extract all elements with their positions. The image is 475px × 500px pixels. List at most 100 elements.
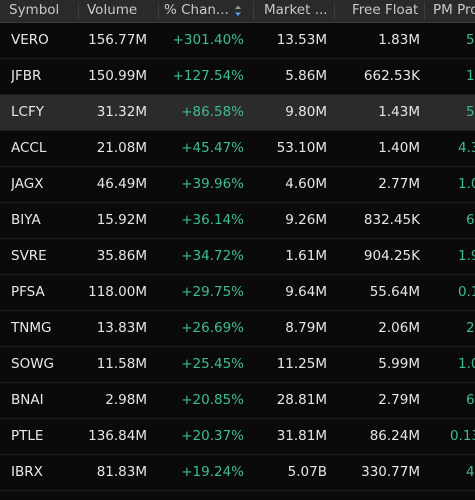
- cell-market-cap: 31.81M: [276, 428, 327, 444]
- cell-symbol: TNMG: [11, 320, 52, 336]
- cell-free-float: 1.83M: [378, 32, 420, 48]
- cell-premarket: 1.2: [428, 59, 475, 94]
- cell-market-cap: 9.64M: [285, 284, 327, 300]
- cell-volume: 2.98M: [105, 392, 147, 408]
- cell-market-cap: 11.25M: [276, 356, 327, 372]
- cell-volume: 13.83M: [96, 320, 147, 336]
- cell-premarket-value: 4.7: [466, 464, 475, 480]
- sort-descending-icon[interactable]: [234, 3, 242, 19]
- cell-percent-change: +36.14%: [181, 212, 244, 228]
- cell-percent-change: +20.85%: [181, 392, 244, 408]
- cell-premarket: 2.9: [428, 311, 475, 346]
- cell-premarket: 5.5: [428, 95, 475, 130]
- cell-market-cap: 13.53M: [276, 32, 327, 48]
- column-divider[interactable]: [253, 2, 254, 20]
- cell-premarket-value: 6.3: [466, 392, 475, 408]
- column-divider[interactable]: [78, 2, 79, 20]
- table-row[interactable]: BNAI 2.98M +20.85% 28.81M 2.79M 6.3: [0, 383, 475, 419]
- column-header-volume[interactable]: Volume: [87, 2, 138, 18]
- cell-free-float: 1.40M: [378, 140, 420, 156]
- cell-volume: 156.77M: [88, 32, 147, 48]
- column-divider[interactable]: [424, 2, 425, 20]
- cell-free-float: 662.53K: [363, 68, 420, 84]
- cell-percent-change: +29.75%: [181, 284, 244, 300]
- cell-premarket-value: 1.05: [458, 356, 475, 372]
- table-row[interactable]: TNMG 13.83M +26.69% 8.79M 2.06M 2.9: [0, 311, 475, 347]
- column-header-market-cap[interactable]: Market ...: [264, 2, 328, 18]
- cell-market-cap: 4.60M: [285, 176, 327, 192]
- table-row[interactable]: PTLE 136.84M +20.37% 31.81M 86.24M 0.130: [0, 419, 475, 455]
- table-row[interactable]: JAGX 46.49M +39.96% 4.60M 2.77M 1.07: [0, 167, 475, 203]
- table-row[interactable]: JFBR 150.99M +127.54% 5.86M 662.53K 1.2: [0, 59, 475, 95]
- column-header-premarket[interactable]: PM Pro: [433, 2, 475, 18]
- cell-symbol: PFSA: [11, 284, 45, 300]
- cell-symbol: ACCL: [11, 140, 47, 156]
- cell-symbol: JFBR: [11, 68, 42, 84]
- cell-symbol: JAGX: [11, 176, 44, 192]
- cell-premarket-value: 4.35: [458, 140, 475, 156]
- cell-volume: 15.92M: [96, 212, 147, 228]
- cell-percent-change: +20.37%: [181, 428, 244, 444]
- cell-volume: 150.99M: [88, 68, 147, 84]
- cell-symbol: SOWG: [11, 356, 55, 372]
- cell-percent-change: +25.45%: [181, 356, 244, 372]
- cell-symbol: BIYA: [11, 212, 41, 228]
- table-row[interactable]: SVRE 35.86M +34.72% 1.61M 904.25K 1.96: [0, 239, 475, 275]
- column-header-percent-change[interactable]: % Chan...: [164, 2, 229, 18]
- table-row[interactable]: LCFY 31.32M +86.58% 9.80M 1.43M 5.5: [0, 95, 475, 131]
- cell-free-float: 86.24M: [369, 428, 420, 444]
- cell-premarket: 6.1: [428, 203, 475, 238]
- cell-free-float: 2.79M: [378, 392, 420, 408]
- cell-premarket-value: 0.12: [458, 284, 475, 300]
- cell-symbol: IBRX: [11, 464, 43, 480]
- cell-volume: 118.00M: [88, 284, 147, 300]
- cell-percent-change: +26.69%: [181, 320, 244, 336]
- cell-premarket: 4.35: [428, 131, 475, 166]
- column-divider[interactable]: [334, 2, 335, 20]
- cell-premarket: 0.130: [428, 419, 475, 454]
- cell-volume: 81.83M: [96, 464, 147, 480]
- cell-percent-change: +45.47%: [181, 140, 244, 156]
- cell-volume: 35.86M: [96, 248, 147, 264]
- cell-percent-change: +127.54%: [172, 68, 244, 84]
- table-header: Symbol Volume % Chan... Market ... Free …: [0, 0, 475, 23]
- cell-free-float: 5.99M: [378, 356, 420, 372]
- table-row[interactable]: ACCL 21.08M +45.47% 53.10M 1.40M 4.35: [0, 131, 475, 167]
- cell-premarket-value: 1.07: [458, 176, 475, 192]
- table-row[interactable]: IBRX 81.83M +19.24% 5.07B 330.77M 4.7: [0, 455, 475, 491]
- cell-premarket: 1.96: [428, 239, 475, 274]
- cell-market-cap: 1.61M: [285, 248, 327, 264]
- column-header-symbol[interactable]: Symbol: [9, 2, 60, 18]
- cell-premarket: 1.05: [428, 347, 475, 382]
- cell-premarket: 0.12: [428, 275, 475, 310]
- table-row[interactable]: BIYA 15.92M +36.14% 9.26M 832.45K 6.1: [0, 203, 475, 239]
- cell-free-float: 832.45K: [363, 212, 420, 228]
- cell-premarket-value: 1.2: [466, 68, 475, 84]
- cell-volume: 31.32M: [96, 104, 147, 120]
- cell-free-float: 330.77M: [361, 464, 420, 480]
- table-row[interactable]: SOWG 11.58M +25.45% 11.25M 5.99M 1.05: [0, 347, 475, 383]
- cell-free-float: 2.77M: [378, 176, 420, 192]
- cell-free-float: 55.64M: [369, 284, 420, 300]
- cell-symbol: PTLE: [11, 428, 44, 444]
- column-header-free-float[interactable]: Free Float: [352, 2, 419, 18]
- cell-percent-change: +39.96%: [181, 176, 244, 192]
- cell-free-float: 2.06M: [378, 320, 420, 336]
- cell-premarket-value: 5.5: [466, 32, 475, 48]
- cell-premarket: 1.07: [428, 167, 475, 202]
- cell-premarket-value: 1.96: [458, 248, 475, 264]
- cell-volume: 46.49M: [96, 176, 147, 192]
- table-row[interactable]: PFSA 118.00M +29.75% 9.64M 55.64M 0.12: [0, 275, 475, 311]
- cell-premarket: 5.5: [428, 23, 475, 58]
- cell-percent-change: +86.58%: [181, 104, 244, 120]
- cell-premarket-value: 2.9: [466, 320, 475, 336]
- cell-symbol: LCFY: [11, 104, 44, 120]
- column-divider[interactable]: [158, 2, 159, 20]
- cell-market-cap: 53.10M: [276, 140, 327, 156]
- table-row[interactable]: VERO 156.77M +301.40% 13.53M 1.83M 5.5: [0, 23, 475, 59]
- cell-free-float: 1.43M: [378, 104, 420, 120]
- cell-premarket-value: 5.5: [466, 104, 475, 120]
- cell-premarket: 6.3: [428, 383, 475, 418]
- cell-premarket-value: 6.1: [466, 212, 475, 228]
- cell-free-float: 904.25K: [363, 248, 420, 264]
